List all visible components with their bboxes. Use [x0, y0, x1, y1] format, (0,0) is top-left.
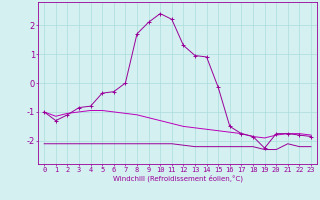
X-axis label: Windchill (Refroidissement éolien,°C): Windchill (Refroidissement éolien,°C) [113, 175, 243, 182]
